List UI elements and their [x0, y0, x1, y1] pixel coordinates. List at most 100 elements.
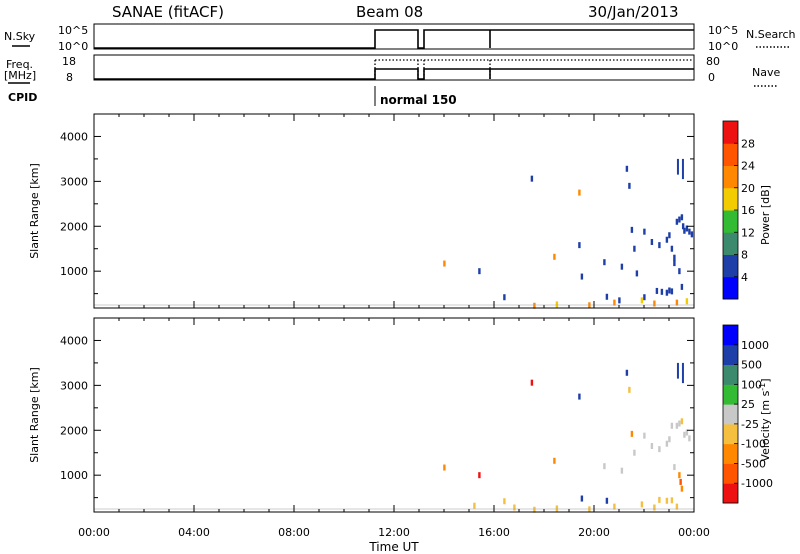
power-colorbar: 4 8 12 16 20 24 28	[722, 120, 755, 300]
station-title: SANAE (fitACF)	[112, 3, 224, 21]
data-point	[603, 463, 606, 470]
power-points	[94, 158, 694, 309]
colorbar-segment	[723, 463, 738, 484]
colorbar-tick-label: 4	[741, 271, 748, 284]
colorbar-segment	[723, 384, 738, 405]
data-point	[443, 260, 446, 267]
data-point	[530, 379, 534, 386]
nave-label: Nave	[752, 66, 780, 79]
freq-panel: Freq. [MHz] 18 8 80 0 Nave	[4, 54, 780, 87]
data-point	[578, 393, 581, 400]
data-point	[553, 457, 556, 464]
data-point	[635, 270, 639, 277]
x-tick-label: 20:00	[578, 526, 610, 539]
data-point	[503, 498, 506, 505]
data-point	[555, 301, 559, 308]
x-tick-label: 16:00	[478, 526, 510, 539]
data-point	[658, 242, 661, 249]
colorbar-tick-label: -100	[741, 438, 766, 451]
data-point	[533, 506, 536, 513]
data-point	[678, 420, 681, 427]
data-point	[530, 175, 534, 182]
data-point	[473, 502, 476, 509]
data-streak	[681, 362, 684, 384]
power-colorbar-label: Power [dB]	[759, 185, 772, 245]
x-axis-label: Time UT	[368, 540, 419, 554]
x-tick-label: 00:00	[78, 526, 110, 539]
data-point	[678, 472, 681, 479]
data-point	[643, 294, 646, 301]
data-point	[668, 436, 671, 443]
freq-tick-bottom: 8	[66, 71, 73, 84]
colorbar-segment	[723, 276, 738, 300]
data-point	[681, 223, 685, 230]
data-point	[678, 268, 681, 275]
data-point	[680, 214, 684, 221]
power-ylabel: Slant Range [km]	[28, 163, 41, 259]
y-tick-label: 2000	[60, 424, 88, 437]
data-point	[643, 432, 646, 439]
colorbar-segment	[723, 423, 738, 445]
data-point	[580, 495, 584, 502]
data-point	[679, 478, 682, 485]
data-streak	[681, 158, 684, 180]
x-tick-label: 12:00	[378, 526, 410, 539]
data-point	[653, 504, 656, 511]
power-panel: 1000 2000 3000 4000 Slant Range [km] 4 8 12 16…	[28, 113, 772, 309]
data-point	[640, 501, 644, 508]
data-point	[613, 503, 616, 510]
data-point	[680, 418, 684, 425]
data-point	[685, 429, 689, 436]
data-point	[688, 228, 691, 235]
data-point	[625, 369, 629, 376]
data-point	[675, 422, 679, 429]
data-point	[688, 435, 691, 442]
velocity-plot-frame	[93, 317, 695, 513]
data-point	[675, 503, 679, 510]
data-point	[658, 496, 661, 503]
data-point	[673, 260, 676, 267]
data-point	[533, 302, 536, 309]
data-point	[685, 225, 689, 232]
colorbar-tick-label: 8	[741, 249, 748, 262]
data-point	[680, 283, 684, 290]
velocity-colorbar: 1000 500 100 25 -25 -100 -500 -1000	[722, 324, 773, 504]
colorbar-segment	[723, 325, 738, 346]
x-tick-label: 04:00	[178, 526, 210, 539]
cpid-value: normal 150	[380, 93, 457, 107]
colorbar-segment	[723, 210, 738, 233]
data-point	[665, 236, 669, 243]
colorbar-segment	[723, 483, 738, 504]
colorbar-tick-label: -25	[741, 418, 759, 431]
data-point	[513, 504, 516, 511]
colorbar-tick-label: 100	[741, 378, 762, 391]
colorbar-tick-label: 1000	[741, 339, 769, 352]
freq-trace	[94, 68, 694, 80]
data-point	[625, 165, 629, 172]
data-point	[443, 464, 446, 471]
data-point	[675, 218, 679, 225]
data-point	[630, 430, 634, 437]
data-point	[640, 297, 644, 304]
data-point	[588, 506, 591, 513]
data-point	[628, 386, 631, 393]
velocity-panel: 1000 2000 3000 4000 Slant Range [km] 1000 50…	[28, 317, 773, 513]
data-point	[478, 472, 481, 479]
y-tick-label: 4000	[60, 334, 88, 347]
data-point	[578, 189, 581, 196]
freq-tick-top: 18	[62, 55, 76, 68]
colorbar-segment	[723, 187, 738, 211]
data-point	[605, 293, 609, 300]
data-point	[660, 288, 664, 295]
x-tick-label: 08:00	[278, 526, 310, 539]
data-point	[655, 287, 659, 294]
data-point	[605, 497, 609, 504]
data-point	[603, 259, 606, 266]
data-point	[613, 299, 616, 306]
data-point	[620, 467, 624, 474]
colorbar-tick-label: -1000	[741, 477, 773, 490]
data-point	[580, 273, 584, 280]
colorbar-segment	[723, 232, 738, 255]
data-point	[680, 485, 684, 492]
